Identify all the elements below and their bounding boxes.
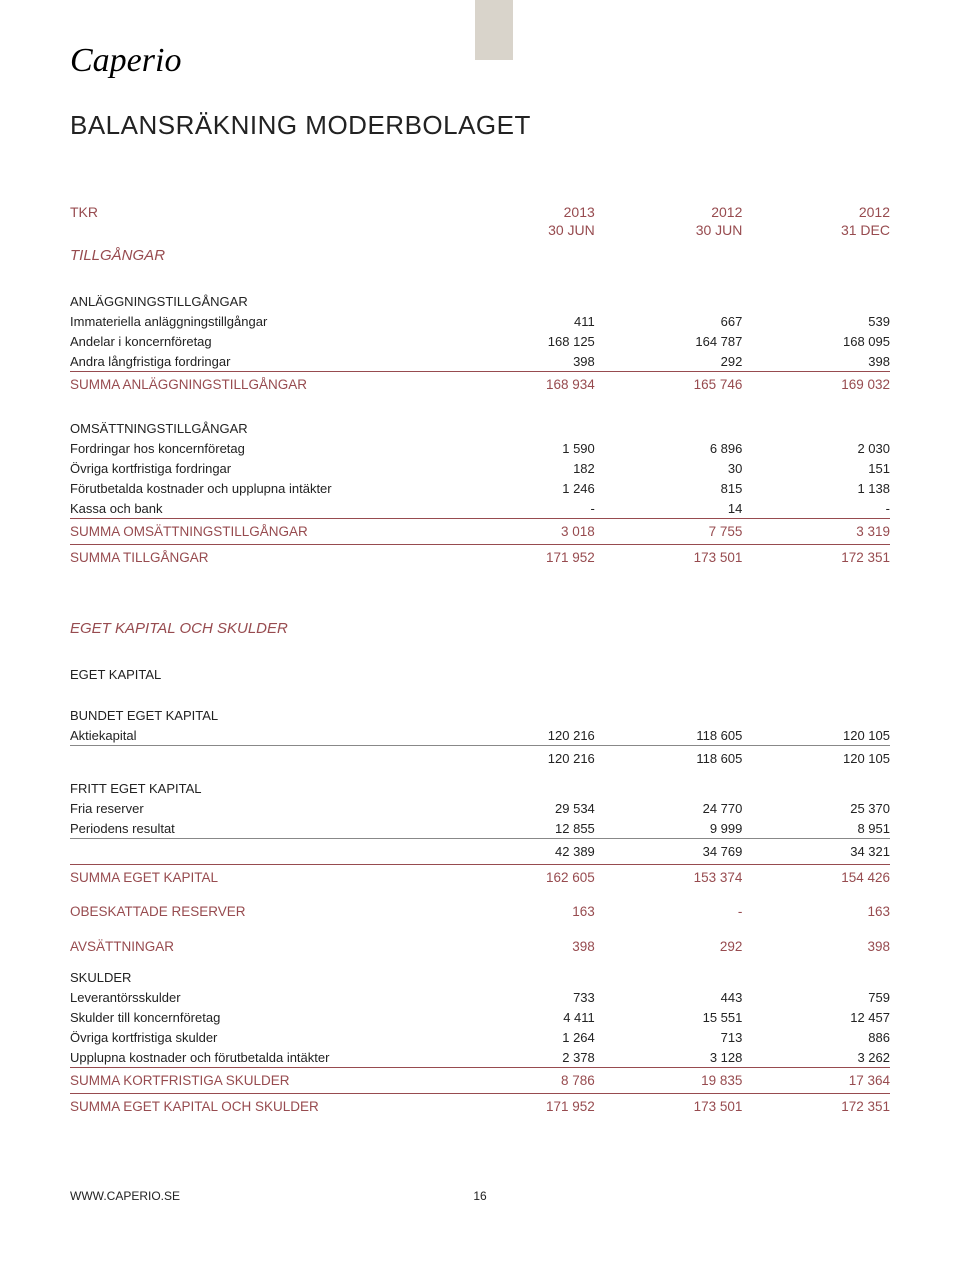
top-stripe <box>475 0 513 60</box>
row-ovrk: Övriga kortfristiga fordringar 182 30 15… <box>70 458 890 478</box>
row-sum-anlaggning: SUMMA ANLÄGGNINGSTILLGÅNGAR 168 934 165 … <box>70 372 890 398</box>
row-uppl: Upplupna kostnader och förutbetalda intä… <box>70 1047 890 1068</box>
row-lev: Leverantörsskulder 733 443 759 <box>70 987 890 1007</box>
row-forut: Förutbetalda kostnader och upplupna intä… <box>70 478 890 498</box>
subhead-fritt: FRITT EGET KAPITAL <box>70 771 890 798</box>
row-fordr: Fordringar hos koncernföretag 1 590 6 89… <box>70 438 890 458</box>
row-sum-eget: SUMMA EGET KAPITAL 162 605 153 374 154 4… <box>70 865 890 891</box>
subhead-omsattning: OMSÄTTNINGSTILLGÅNGAR <box>70 411 890 438</box>
col-label: TKR <box>70 201 447 220</box>
row-sum-kortfristiga: SUMMA KORTFRISTIGA SKULDER 8 786 19 835 … <box>70 1068 890 1094</box>
subhead-eget-kapital: EGET KAPITAL <box>70 657 890 684</box>
row-andra: Andra långfristiga fordringar 398 292 39… <box>70 351 890 372</box>
col-2012a: 2012 <box>595 201 743 220</box>
table-header-dates: 30 JUN 30 JUN 31 DEC <box>70 220 890 242</box>
row-subtotal-bundet: 120 216 118 605 120 105 <box>70 746 890 772</box>
section-tillgangar: TILLGÅNGAR <box>70 241 890 270</box>
subhead-anlaggning: ANLÄGGNINGSTILLGÅNGAR <box>70 284 890 311</box>
footer: WWW.CAPERIO.SE 16 <box>70 1189 890 1203</box>
col-2012b: 2012 <box>742 201 890 220</box>
col-sub-3: 31 DEC <box>742 220 890 242</box>
row-andelar: Andelar i koncernföretag 168 125 164 787… <box>70 331 890 351</box>
row-fria: Fria reserver 29 534 24 770 25 370 <box>70 798 890 818</box>
footer-page: 16 <box>473 1189 486 1203</box>
col-sub-1: 30 JUN <box>447 220 595 242</box>
balance-table: TKR 2013 2012 2012 30 JUN 30 JUN 31 DEC … <box>70 201 890 1119</box>
row-obeskattade: OBESKATTADE RESERVER 163 - 163 <box>70 890 890 925</box>
row-ovrsk: Övriga kortfristiga skulder 1 264 713 88… <box>70 1027 890 1047</box>
row-period: Periodens resultat 12 855 9 999 8 951 <box>70 818 890 839</box>
row-sum-eget-skulder: SUMMA EGET KAPITAL OCH SKULDER 171 952 1… <box>70 1094 890 1120</box>
page-title: BALANSRÄKNING MODERBOLAGET <box>70 110 890 141</box>
footer-url: WWW.CAPERIO.SE <box>70 1189 180 1203</box>
table-header-years: TKR 2013 2012 2012 <box>70 201 890 220</box>
col-2013: 2013 <box>447 201 595 220</box>
row-sum-tillgangar: SUMMA TILLGÅNGAR 171 952 173 501 172 351 <box>70 545 890 571</box>
row-sum-omsattning: SUMMA OMSÄTTNINGSTILLGÅNGAR 3 018 7 755 … <box>70 519 890 545</box>
row-avsattningar: AVSÄTTNINGAR 398 292 398 <box>70 925 890 960</box>
row-aktie: Aktiekapital 120 216 118 605 120 105 <box>70 725 890 746</box>
row-subtotal-fritt: 42 389 34 769 34 321 <box>70 839 890 865</box>
page-content: Caperio BALANSRÄKNING MODERBOLAGET TKR 2… <box>0 0 960 1243</box>
subhead-skulder: SKULDER <box>70 960 890 987</box>
row-kassa: Kassa och bank - 14 - <box>70 498 890 519</box>
section-eget-skulder: EGET KAPITAL OCH SKULDER <box>70 614 890 643</box>
subhead-bundet: BUNDET EGET KAPITAL <box>70 698 890 725</box>
row-skkonc: Skulder till koncernföretag 4 411 15 551… <box>70 1007 890 1027</box>
col-sub-2: 30 JUN <box>595 220 743 242</box>
row-immat: Immateriella anläggningstillgångar 411 6… <box>70 311 890 331</box>
